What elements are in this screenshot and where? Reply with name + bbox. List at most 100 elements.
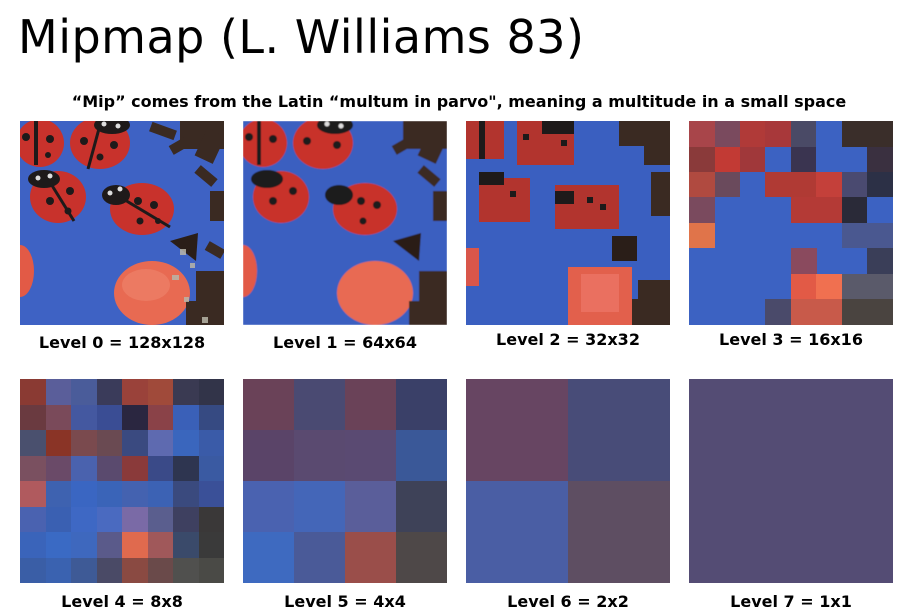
level-4-texel	[46, 558, 71, 583]
level-4-texel	[173, 481, 199, 507]
level-4-texel	[46, 379, 71, 405]
level-4-texel	[46, 481, 71, 507]
level-4-texel	[97, 481, 122, 507]
level-4-texel	[148, 456, 173, 481]
mipmap-level-3-image	[689, 121, 893, 325]
level-4-texel	[46, 507, 71, 532]
level-6-texel	[568, 379, 670, 481]
level-4-texel	[199, 532, 224, 558]
mipmap-level-0-image	[20, 121, 224, 325]
level-4-texel	[46, 430, 71, 456]
level-6-texel	[466, 481, 568, 583]
level-4-texel	[97, 405, 122, 430]
level-6-texel	[466, 379, 568, 481]
level-4-texel	[199, 405, 224, 430]
level-4-texel	[20, 558, 46, 583]
level-5-texel	[243, 430, 294, 481]
level-4-texel	[173, 430, 199, 456]
level-4-texel	[122, 558, 148, 583]
level-4-texel	[46, 456, 71, 481]
level-5-texel	[345, 379, 396, 430]
level-5-texel	[345, 532, 396, 583]
level-4-texel	[148, 532, 173, 558]
level-4-texel	[122, 532, 148, 558]
level-4-texel	[122, 379, 148, 405]
level-4-texel	[97, 430, 122, 456]
level-4-texel	[20, 430, 46, 456]
level-5-texel	[396, 532, 447, 583]
level-4-texel	[122, 481, 148, 507]
level-4-texel	[20, 507, 46, 532]
level-4-texel	[20, 532, 46, 558]
mipmap-level-6-image	[466, 379, 670, 583]
level-4-texel	[46, 405, 71, 430]
level-4-texel	[46, 532, 71, 558]
level-4-texel	[148, 405, 173, 430]
level-4-label: Level 4 = 8x8	[61, 592, 183, 611]
level-4-texel	[71, 481, 97, 507]
level-7-label: Level 7 = 1x1	[730, 592, 852, 611]
slide-title: Mipmap (L. Williams 83)	[18, 10, 585, 64]
level-4-texel	[97, 379, 122, 405]
slide-subtitle: “Mip” comes from the Latin “multum in pa…	[71, 92, 847, 111]
level-4-texel	[97, 532, 122, 558]
level-4-texel	[71, 405, 97, 430]
level-4-texel	[173, 558, 199, 583]
level-4-texel	[199, 456, 224, 481]
mipmap-level-2-image	[466, 121, 670, 325]
mipmap-level-7-image	[689, 379, 893, 583]
level-5-texel	[294, 532, 345, 583]
level-5-texel	[243, 481, 294, 532]
mipmap-level-1-image	[243, 121, 447, 325]
level-4-texel	[148, 481, 173, 507]
level-4-texel	[148, 507, 173, 532]
level-6-texel	[568, 481, 670, 583]
level-5-label: Level 5 = 4x4	[284, 592, 406, 611]
level-4-texel	[122, 456, 148, 481]
level-4-texel	[122, 507, 148, 532]
level-5-texel	[294, 481, 345, 532]
level-4-texel	[97, 456, 122, 481]
level-4-texel	[199, 430, 224, 456]
level-5-texel	[396, 481, 447, 532]
level-5-texel	[345, 430, 396, 481]
level-1-label: Level 1 = 64x64	[273, 333, 417, 352]
level-4-texel	[199, 379, 224, 405]
level-4-texel	[71, 532, 97, 558]
level-4-texel	[20, 379, 46, 405]
level-4-texel	[97, 558, 122, 583]
level-4-texel	[199, 481, 224, 507]
level-3-label: Level 3 = 16x16	[719, 330, 863, 349]
level-0-label: Level 0 = 128x128	[38, 333, 206, 352]
level-4-texel	[199, 558, 224, 583]
level-4-texel	[71, 379, 97, 405]
level-5-texel	[294, 430, 345, 481]
level-4-texel	[148, 379, 173, 405]
level-4-texel	[173, 405, 199, 430]
level-4-texel	[173, 379, 199, 405]
level-4-texel	[71, 507, 97, 532]
level-4-texel	[173, 532, 199, 558]
level-5-texel	[294, 379, 345, 430]
level-7-texel	[689, 379, 893, 583]
level-4-texel	[20, 481, 46, 507]
level-4-texel	[71, 558, 97, 583]
level-4-texel	[122, 405, 148, 430]
level-4-texel	[20, 405, 46, 430]
level-5-texel	[396, 379, 447, 430]
level-6-label: Level 6 = 2x2	[507, 592, 629, 611]
level-4-texel	[71, 456, 97, 481]
level-4-texel	[148, 558, 173, 583]
level-5-texel	[243, 379, 294, 430]
level-5-texel	[396, 430, 447, 481]
level-4-texel	[97, 507, 122, 532]
level-4-texel	[148, 430, 173, 456]
level-5-texel	[345, 481, 396, 532]
level-5-texel	[243, 532, 294, 583]
level-4-texel	[71, 430, 97, 456]
level-2-label: Level 2 = 32x32	[496, 330, 640, 349]
mipmap-level-4-image	[20, 379, 224, 583]
level-4-texel	[20, 456, 46, 481]
level-4-texel	[199, 507, 224, 532]
level-4-texel	[173, 456, 199, 481]
